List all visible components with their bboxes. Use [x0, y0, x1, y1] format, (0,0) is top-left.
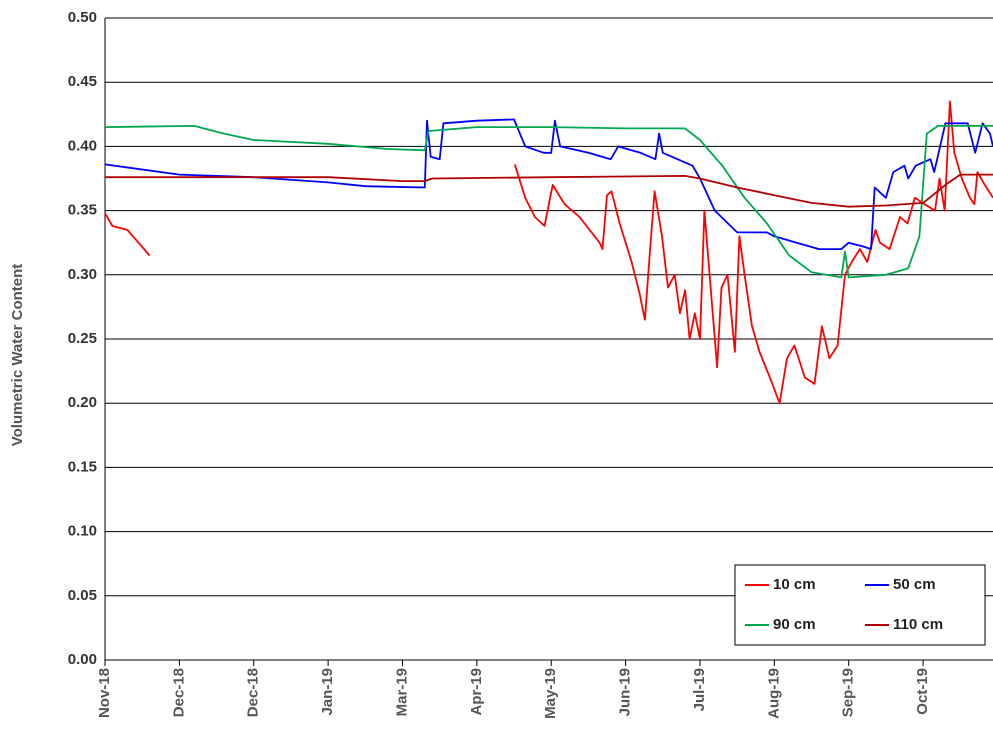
- x-tick-label: Aug-19: [765, 668, 782, 719]
- y-axis-title: Volumetric Water Content: [9, 264, 26, 447]
- x-tick-label: Jan-19: [319, 668, 336, 716]
- y-tick-label: 0.50: [68, 9, 97, 26]
- y-tick-label: 0.10: [68, 523, 97, 540]
- y-tick-label: 0.40: [68, 137, 97, 154]
- x-tick-label: Nov-18: [96, 668, 113, 718]
- series-line: [104, 118, 993, 250]
- x-tick-label: Mar-19: [393, 668, 410, 716]
- x-tick-label: Apr-19: [468, 668, 485, 716]
- series-line: [104, 100, 993, 405]
- x-tick-label: Sep-19: [840, 668, 857, 717]
- x-tick-label: May-19: [542, 668, 559, 719]
- legend: 10 cm 50 cm 90 cm 110 cm: [734, 564, 986, 646]
- x-tick-label: Dec-18: [170, 668, 187, 717]
- y-tick-label: 0.05: [68, 587, 97, 604]
- legend-box: [734, 564, 986, 646]
- legend-label: 50 cm: [893, 576, 936, 593]
- x-tick-label: Jun-19: [617, 668, 634, 716]
- y-tick-label: 0.45: [68, 73, 97, 90]
- x-tick-label: Dec-18: [245, 668, 262, 717]
- y-tick-label: 0.15: [68, 458, 97, 475]
- y-tick-label: 0.00: [68, 651, 97, 668]
- x-tick-label: Oct-19: [914, 668, 931, 715]
- legend-label: 90 cm: [773, 616, 816, 633]
- y-tick-label: 0.25: [68, 330, 97, 347]
- y-tick-label: 0.20: [68, 394, 97, 411]
- series-line: [105, 173, 993, 208]
- series-line: [104, 125, 993, 279]
- legend-label: 10 cm: [773, 576, 816, 593]
- y-tick-label: 0.30: [68, 266, 97, 283]
- y-tick-label: 0.35: [68, 202, 97, 219]
- x-tick-label: Jul-19: [691, 668, 708, 711]
- legend-label: 110 cm: [893, 616, 943, 633]
